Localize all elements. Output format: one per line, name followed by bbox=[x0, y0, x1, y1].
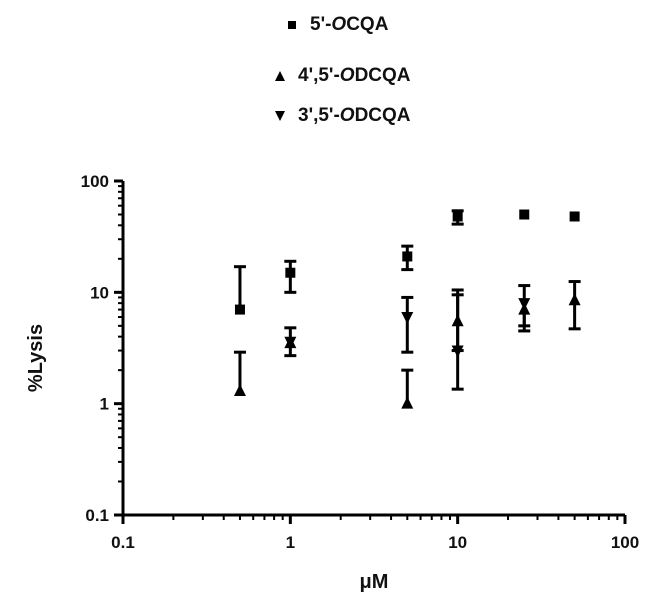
y-tick-label: 0.1 bbox=[85, 506, 109, 525]
legend-square-marker-icon bbox=[288, 21, 296, 29]
x-axis-title: μM bbox=[360, 571, 389, 593]
x-tick-label: 1 bbox=[286, 533, 295, 552]
legend-item-3-5-odcqa: 3',5'-ODCQA bbox=[272, 105, 411, 126]
data-point-square bbox=[402, 251, 413, 262]
data-point-triangle-down bbox=[451, 345, 464, 358]
y-tick-label: 1 bbox=[100, 395, 109, 414]
chart-axes: 0.1 1 10 100 0.1 1 10 100 bbox=[81, 172, 640, 552]
data-point-triangle-up bbox=[233, 383, 246, 396]
data-point-triangle-down bbox=[284, 336, 297, 349]
legend-item-5-ocqa: 5'-OCQA bbox=[284, 14, 389, 35]
legend-triangle-down-marker-icon bbox=[275, 111, 285, 121]
data-point-triangle-down bbox=[518, 298, 531, 311]
x-tick-label: 0.1 bbox=[111, 533, 135, 552]
y-tick-label: 10 bbox=[90, 283, 109, 302]
chart-marks bbox=[233, 209, 581, 409]
x-tick-label: 10 bbox=[448, 533, 467, 552]
x-tick-label: 100 bbox=[611, 533, 639, 552]
data-point-square bbox=[285, 267, 296, 278]
data-point-square bbox=[569, 211, 580, 222]
data-point-triangle-down bbox=[401, 312, 414, 325]
legend-item-4-5-odcqa: 4',5'-ODCQA bbox=[272, 65, 411, 86]
data-point-square bbox=[452, 211, 463, 222]
data-point-triangle-up bbox=[401, 396, 414, 409]
y-tick-label: 100 bbox=[81, 172, 109, 191]
y-axis-title: %Lysis bbox=[25, 324, 47, 392]
data-point-triangle-up bbox=[568, 293, 581, 306]
legend-triangle-up-marker-icon bbox=[275, 71, 285, 81]
legend-label-3-5-odcqa: 3',5'-ODCQA bbox=[298, 105, 411, 126]
data-point-square bbox=[234, 304, 245, 315]
legend-label-4-5-odcqa: 4',5'-ODCQA bbox=[298, 65, 411, 86]
data-point-square bbox=[519, 209, 530, 220]
legend-label-5-ocqa: 5'-OCQA bbox=[310, 14, 389, 35]
